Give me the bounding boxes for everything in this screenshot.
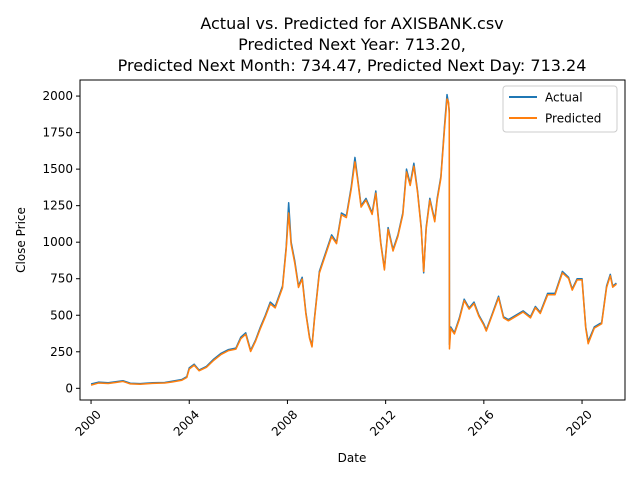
y-tick-label: 1000	[42, 235, 73, 249]
legend-label-predicted: Predicted	[545, 112, 601, 126]
chart-title-line-2: Predicted Next Year: 713.20,	[238, 35, 466, 54]
x-tick-label: 2016	[465, 407, 496, 438]
chart-title-line-1: Actual vs. Predicted for AXISBANK.csv	[200, 14, 503, 33]
x-tick-label: 2004	[171, 407, 202, 438]
series-line-predicted	[90, 98, 617, 386]
plot-area-frame	[79, 79, 626, 401]
x-axis-label: Date	[338, 451, 367, 465]
y-axis-ticks: 0 250 500 750 1000 1250 1500 1750 2000	[42, 89, 80, 395]
x-tick-label: 2008	[269, 407, 300, 438]
legend-label-actual: Actual	[545, 91, 583, 105]
y-tick-label: 1250	[42, 199, 73, 213]
y-tick-label: 1750	[42, 126, 73, 140]
y-tick-label: 1500	[42, 162, 73, 176]
y-tick-label: 0	[65, 381, 73, 395]
chart-title-line-3: Predicted Next Month: 734.47, Predicted …	[118, 56, 587, 75]
y-tick-label: 500	[50, 308, 73, 322]
x-tick-label: 2000	[72, 407, 103, 438]
y-tick-label: 750	[50, 272, 73, 286]
y-tick-label: 250	[50, 345, 73, 359]
x-axis-ticks: 2000 2004 2008 2012 2016 2020	[72, 400, 595, 439]
y-tick-label: 2000	[42, 89, 73, 103]
y-axis-label: Close Price	[14, 207, 28, 273]
series-line-actual	[90, 93, 617, 385]
legend: Actual Predicted	[502, 85, 618, 133]
series-layer	[90, 93, 617, 386]
x-tick-label: 2020	[563, 407, 594, 438]
x-tick-label: 2012	[367, 407, 398, 438]
